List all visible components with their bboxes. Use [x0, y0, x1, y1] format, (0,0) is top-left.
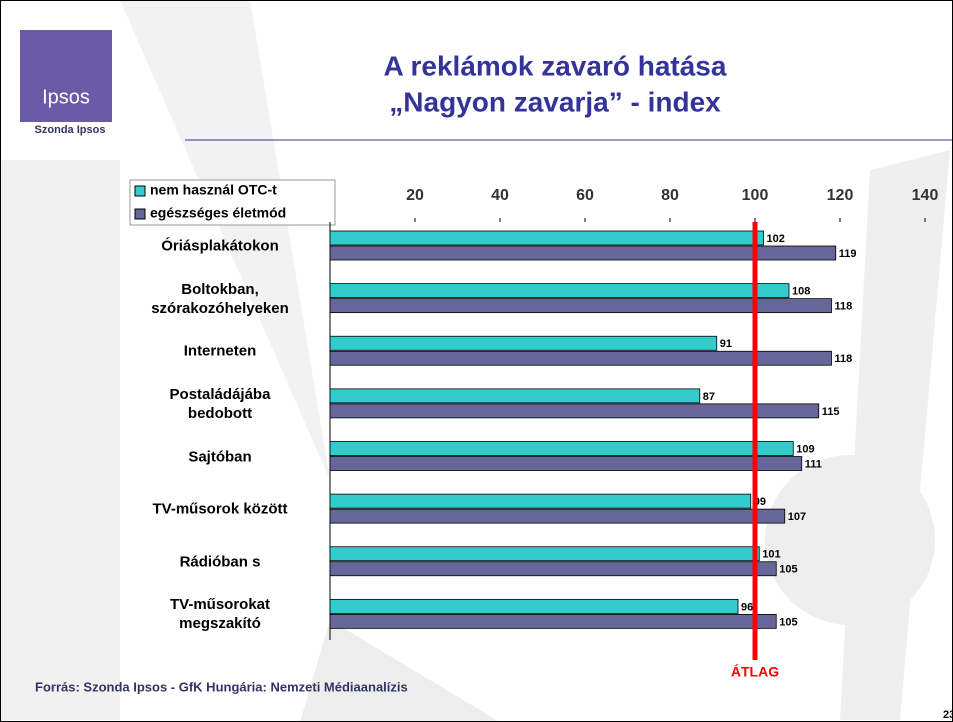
source: Forrás: Szonda Ipsos - GfK Hungária: Nem… [35, 679, 408, 694]
value-label: 96 [741, 601, 753, 613]
bar [329, 508, 786, 524]
bar [329, 493, 752, 509]
decoration [765, 455, 935, 625]
value-label: 91 [720, 338, 732, 350]
bar [329, 456, 803, 471]
bar [329, 403, 820, 419]
chart-subtitle: „Nagyon zavarja” - index [389, 86, 721, 117]
bar [329, 388, 701, 404]
x-tick-label: 100 [742, 187, 769, 204]
bar [329, 245, 837, 261]
bar [329, 230, 764, 246]
legend-swatch [134, 208, 146, 220]
value-label: 105 [779, 564, 797, 576]
value-label: 109 [796, 443, 814, 455]
bar [329, 298, 832, 314]
value-label: 118 [835, 353, 853, 365]
x-tick-label: 120 [827, 187, 854, 204]
bar [329, 613, 777, 629]
x-tick-label: 80 [661, 187, 679, 204]
value-label: 108 [792, 286, 810, 298]
value-label: 115 [822, 406, 840, 418]
decoration [120, 0, 330, 480]
legend [129, 179, 336, 226]
y-tick-label: Sajtóban [188, 448, 252, 465]
decoration [300, 620, 500, 722]
bar [329, 598, 739, 614]
bar [329, 350, 832, 366]
page-number: 23 [943, 709, 953, 721]
y-tick-label: Boltokban, szórakozóhelyeken [151, 280, 289, 317]
bar [329, 335, 718, 351]
y-tick-label: Postaládájába bedobott [169, 385, 271, 422]
x-tick-label: 60 [576, 187, 594, 204]
decoration [840, 150, 950, 720]
value-label: 118 [835, 301, 853, 313]
value-label: 102 [767, 233, 785, 245]
y-tick-label: TV-műsorok között [152, 500, 288, 518]
decoration [0, 160, 120, 720]
bar [329, 561, 777, 577]
reference-label: ÁTLAG [731, 664, 779, 680]
logo [20, 30, 112, 122]
value-label: 107 [788, 511, 806, 523]
bar [329, 546, 760, 562]
value-label: 101 [762, 549, 780, 561]
x-tick-label: 40 [491, 187, 509, 204]
y-tick-label: TV-műsorokat megszakító [169, 596, 271, 633]
chart-title: A reklámok zavaró hatása [384, 50, 727, 81]
y-tick-label: Óriásplakátokon [161, 237, 279, 255]
legend-label: egészséges életmód [150, 205, 286, 221]
logo-text: Ipsos [42, 86, 90, 108]
legend-swatch [134, 185, 146, 197]
bar [329, 283, 790, 299]
value-label: 119 [839, 248, 857, 260]
x-tick-label: 140 [912, 187, 939, 204]
bar [329, 441, 794, 456]
y-tick-label: Interneten [183, 342, 257, 360]
value-label: 111 [805, 458, 822, 470]
value-label: 87 [703, 391, 715, 403]
x-tick-label: 20 [406, 187, 424, 204]
legend-label: nem használ OTC-t [150, 182, 277, 198]
logo-caption: Szonda Ipsos [35, 124, 106, 136]
value-label: 105 [779, 616, 797, 628]
y-tick-label: Rádióban s [179, 553, 261, 571]
